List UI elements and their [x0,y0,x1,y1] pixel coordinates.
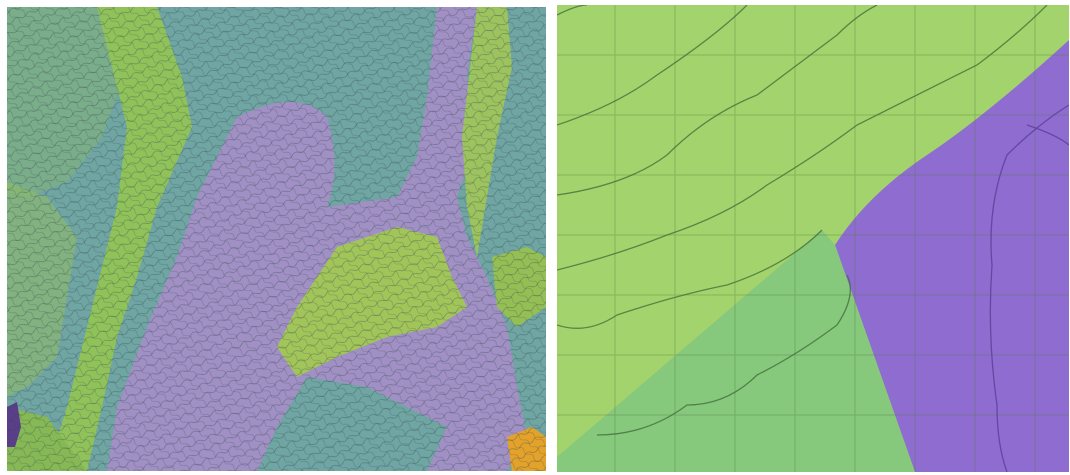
contour-lines [557,5,1048,436]
geology-map-overview [7,7,546,471]
grid [557,5,1069,472]
purple-unit [835,40,1069,472]
green-unit [557,230,915,472]
contour-lines [7,7,546,471]
geology-map-detail [557,5,1069,472]
contour-lines [989,104,1069,472]
